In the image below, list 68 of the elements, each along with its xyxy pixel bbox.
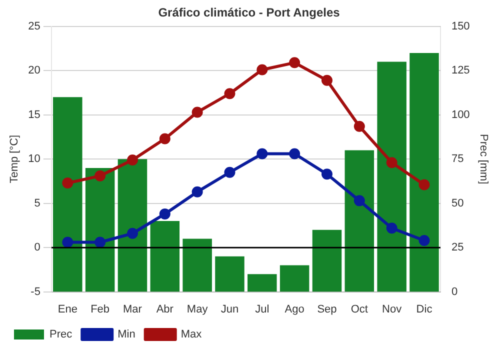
x-tick-label: Abr <box>156 303 174 316</box>
y-tick-label: 5 <box>34 197 40 210</box>
y2-tick-label: 0 <box>451 286 458 298</box>
bar <box>410 52 439 292</box>
y2-tick-label: 100 <box>451 108 470 121</box>
point <box>386 157 398 168</box>
bar <box>344 150 374 292</box>
point <box>418 234 430 246</box>
point <box>94 236 106 248</box>
point <box>418 179 430 190</box>
x-tick-label: Ago <box>284 303 304 316</box>
point <box>354 120 365 132</box>
x-tick-label: Mar <box>123 303 142 316</box>
point <box>159 208 170 220</box>
point <box>224 88 236 100</box>
bar <box>312 230 342 292</box>
point <box>126 228 138 239</box>
bar <box>377 62 406 292</box>
point <box>62 236 74 248</box>
y-tick-label: -5 <box>30 286 40 298</box>
x-tick-label: Sep <box>317 303 337 316</box>
point <box>192 106 203 118</box>
point <box>62 177 74 188</box>
point <box>321 168 332 180</box>
legend-label: Prec <box>50 328 73 341</box>
y-tick-label: 10 <box>28 153 40 166</box>
bar <box>150 221 180 292</box>
y-tick-label: 25 <box>28 20 40 32</box>
y-tick-label: 20 <box>28 64 40 77</box>
bar <box>85 168 115 292</box>
chart-title: Gráfico climático - Port Angeles <box>158 6 340 20</box>
legend-label: Max <box>180 328 202 341</box>
point <box>256 64 268 76</box>
y2-tick-label: 50 <box>451 197 464 210</box>
point <box>126 154 138 166</box>
bar <box>182 238 212 292</box>
y-axis-title: Temp [°C] <box>8 134 21 184</box>
x-tick-label: Oct <box>350 303 368 316</box>
bar <box>215 256 244 292</box>
bar <box>118 159 148 292</box>
point <box>192 186 203 198</box>
point <box>256 148 268 160</box>
point <box>321 74 332 86</box>
x-tick-label: May <box>186 303 208 316</box>
y2-tick-label: 25 <box>451 242 464 254</box>
bar <box>248 274 277 292</box>
y-tick-label: 15 <box>28 108 40 121</box>
point <box>159 133 170 144</box>
point <box>289 57 300 68</box>
bar <box>280 265 310 292</box>
y-tick-label: 0 <box>34 242 40 254</box>
point <box>224 166 236 178</box>
x-tick-label: Dic <box>416 303 433 316</box>
legend-label: Min <box>118 328 136 341</box>
x-tick-label: Feb <box>90 303 110 316</box>
x-tick-label: Ene <box>58 303 78 316</box>
bar <box>53 97 82 292</box>
point <box>386 222 398 234</box>
y2-tick-label: 125 <box>451 64 470 77</box>
y2-tick-label: 150 <box>451 20 470 32</box>
y2-axis-title: Prec [mm] <box>477 134 490 184</box>
y2-tick-label: 75 <box>451 153 464 166</box>
x-tick-label: Nov <box>382 303 402 316</box>
point <box>94 170 106 182</box>
point <box>354 195 365 206</box>
point <box>289 148 300 160</box>
x-tick-label: Jul <box>255 303 270 316</box>
x-tick-label: Jun <box>220 303 239 316</box>
